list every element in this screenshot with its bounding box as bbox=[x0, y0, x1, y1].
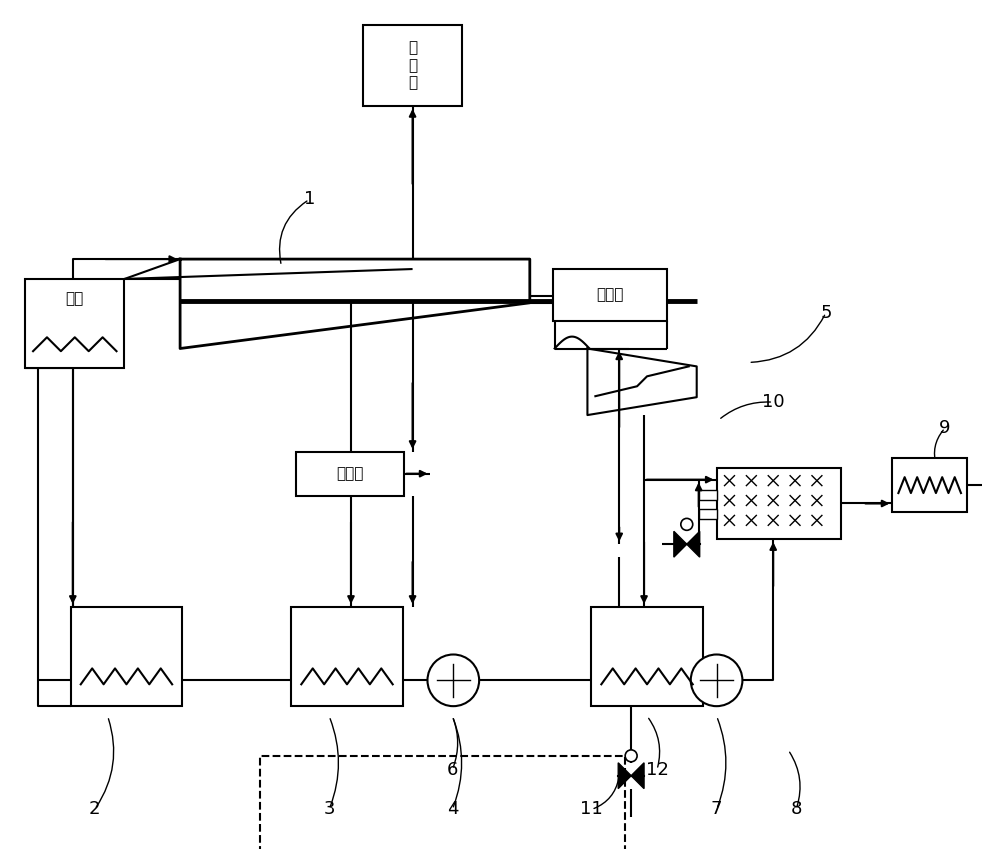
Bar bbox=[260, 756, 625, 852]
Bar bbox=[892, 458, 967, 512]
Circle shape bbox=[691, 654, 742, 706]
Bar bbox=[25, 279, 124, 368]
Text: 3: 3 bbox=[323, 801, 335, 819]
Text: 11: 11 bbox=[580, 801, 603, 819]
Text: 9: 9 bbox=[939, 419, 951, 437]
Bar bbox=[291, 607, 403, 706]
Polygon shape bbox=[674, 532, 687, 557]
Circle shape bbox=[427, 654, 479, 706]
Bar bbox=[553, 269, 667, 320]
Bar bbox=[717, 468, 841, 539]
Text: 2: 2 bbox=[89, 801, 100, 819]
Text: 8: 8 bbox=[790, 801, 802, 819]
Text: 厂用汽: 厂用汽 bbox=[336, 466, 364, 481]
Text: 5: 5 bbox=[820, 304, 832, 322]
Text: 锅炉: 锅炉 bbox=[66, 291, 84, 306]
Bar bbox=[699, 509, 717, 520]
Polygon shape bbox=[180, 259, 530, 348]
Text: 去
热
网: 去 热 网 bbox=[408, 40, 417, 90]
Text: 6: 6 bbox=[447, 761, 458, 779]
Bar bbox=[699, 490, 717, 499]
Text: 12: 12 bbox=[646, 761, 668, 779]
Bar bbox=[71, 607, 182, 706]
Circle shape bbox=[625, 750, 637, 762]
Polygon shape bbox=[631, 763, 644, 789]
Bar bbox=[296, 452, 404, 496]
Polygon shape bbox=[587, 348, 697, 415]
Polygon shape bbox=[618, 763, 631, 789]
Bar bbox=[363, 25, 462, 106]
Text: 7: 7 bbox=[711, 801, 722, 819]
Circle shape bbox=[681, 518, 693, 530]
Text: 10: 10 bbox=[762, 393, 785, 412]
Text: 4: 4 bbox=[447, 801, 458, 819]
Text: 发电机: 发电机 bbox=[596, 287, 623, 302]
Polygon shape bbox=[687, 532, 700, 557]
Bar bbox=[591, 607, 703, 706]
Text: 1: 1 bbox=[304, 191, 315, 209]
